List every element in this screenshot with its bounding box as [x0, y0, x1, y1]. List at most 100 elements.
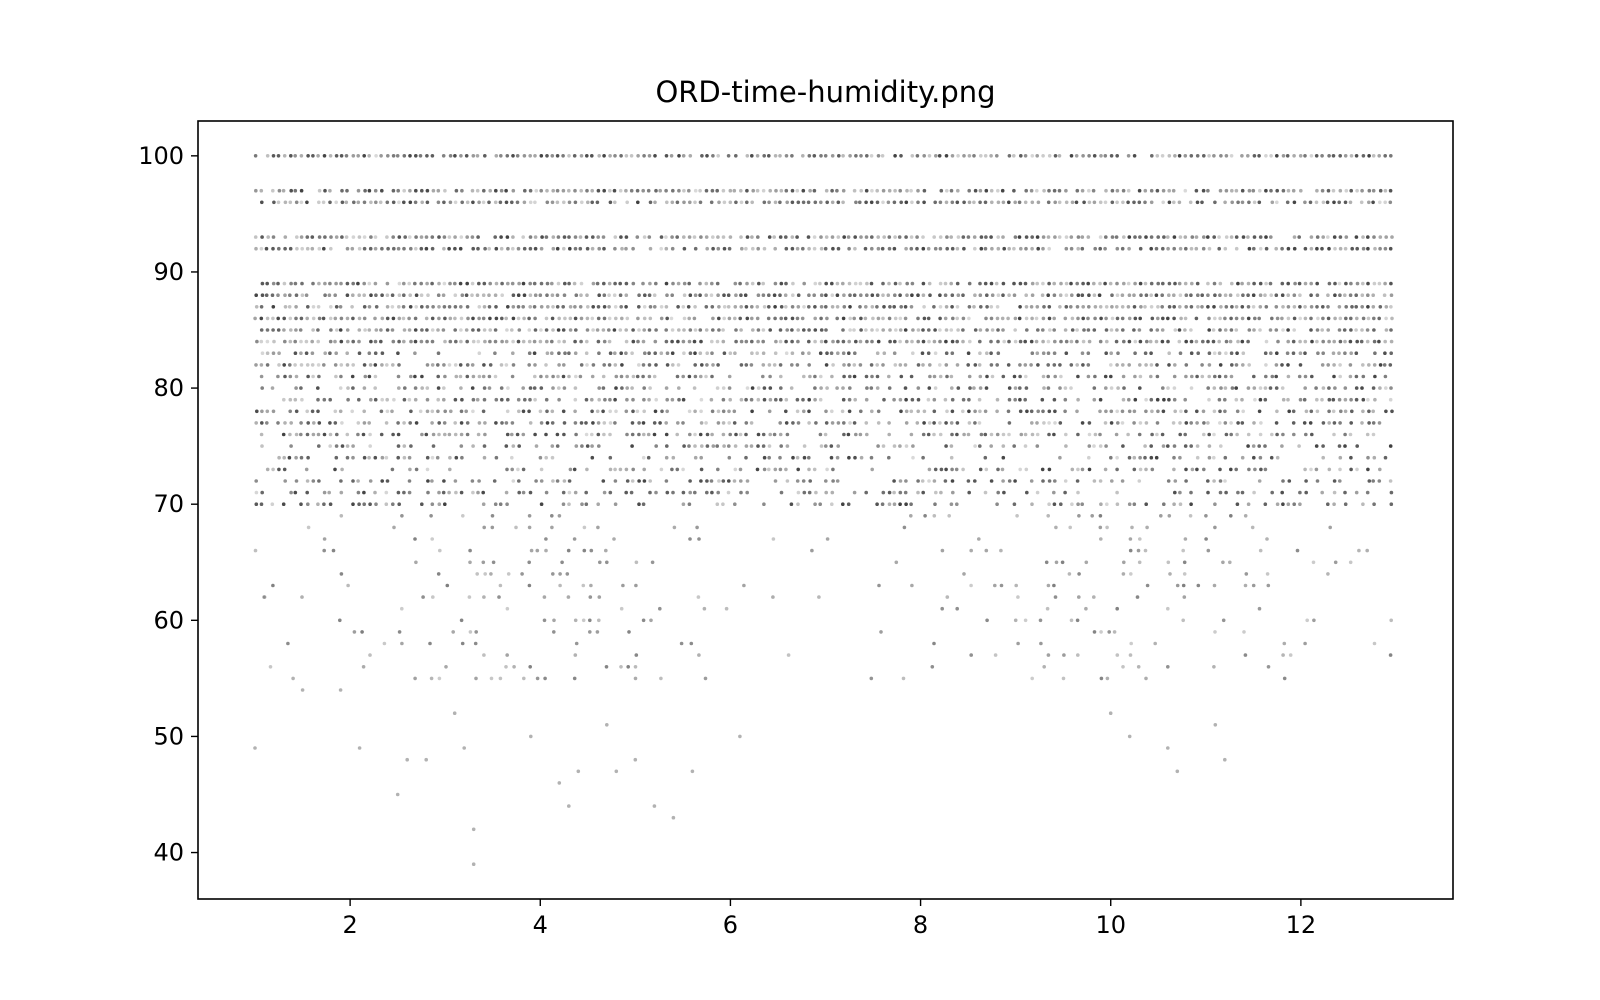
- data-point: [1264, 235, 1268, 239]
- data-point: [612, 537, 616, 541]
- data-point: [317, 200, 321, 205]
- data-point: [1281, 397, 1286, 402]
- data-point: [390, 328, 395, 332]
- data-point: [813, 374, 817, 379]
- data-point: [676, 421, 680, 425]
- data-point: [601, 328, 606, 332]
- data-point: [465, 200, 470, 205]
- data-point: [768, 386, 773, 390]
- data-point: [1265, 572, 1270, 576]
- data-point: [1116, 351, 1120, 356]
- data-point: [894, 560, 899, 565]
- data-point: [602, 188, 606, 193]
- data-point: [362, 305, 367, 309]
- data-point: [1115, 281, 1119, 286]
- data-point: [1202, 432, 1206, 437]
- data-point: [607, 316, 612, 321]
- data-point: [1291, 351, 1296, 356]
- data-point: [613, 154, 617, 158]
- data-point: [682, 188, 686, 193]
- data-point: [511, 188, 516, 193]
- data-point: [744, 339, 749, 344]
- data-point: [996, 246, 1001, 251]
- data-point: [477, 316, 481, 321]
- data-point: [436, 409, 440, 414]
- data-point: [636, 154, 640, 158]
- data-point: [779, 386, 783, 390]
- data-point: [698, 200, 703, 205]
- data-point: [1103, 467, 1108, 472]
- data-point: [637, 363, 641, 367]
- data-point: [1343, 397, 1348, 402]
- data-point: [749, 444, 754, 448]
- data-point: [1194, 339, 1199, 344]
- data-point: [1150, 467, 1155, 472]
- data-point: [1103, 154, 1108, 158]
- data-point: [293, 397, 298, 402]
- data-point: [876, 235, 880, 239]
- data-point: [1240, 455, 1245, 460]
- data-point: [328, 154, 333, 158]
- data-point: [1121, 188, 1126, 193]
- data-point: [1207, 328, 1211, 332]
- data-point: [1155, 432, 1159, 437]
- data-point: [664, 328, 668, 332]
- data-point: [289, 444, 293, 448]
- data-point: [546, 305, 550, 309]
- data-point: [630, 432, 635, 437]
- data-point: [1280, 363, 1284, 367]
- data-point: [1275, 502, 1280, 507]
- data-point: [939, 490, 943, 495]
- data-point: [956, 188, 960, 193]
- data-point: [561, 374, 566, 379]
- data-point: [1343, 432, 1347, 437]
- data-point: [430, 502, 435, 507]
- data-point: [835, 479, 840, 483]
- data-point: [978, 293, 983, 298]
- data-point: [995, 502, 999, 507]
- data-point: [335, 432, 339, 437]
- data-point: [1019, 154, 1023, 158]
- data-point: [368, 479, 373, 483]
- data-point: [1018, 363, 1022, 367]
- data-point: [1247, 467, 1251, 472]
- data-point: [253, 746, 257, 750]
- data-point: [1019, 432, 1024, 437]
- data-point: [311, 305, 316, 309]
- data-point: [637, 328, 641, 332]
- data-point: [505, 328, 509, 332]
- data-point: [984, 467, 989, 472]
- data-point: [573, 188, 577, 193]
- data-point: [317, 316, 322, 321]
- data-point: [955, 502, 959, 507]
- data-point: [1149, 444, 1153, 448]
- data-point: [802, 281, 806, 286]
- data-point: [669, 154, 674, 158]
- data-point: [1202, 467, 1206, 472]
- data-point: [1371, 188, 1376, 193]
- data-point: [950, 397, 955, 402]
- data-point: [966, 363, 970, 367]
- data-point: [966, 351, 971, 356]
- data-point: [996, 328, 1000, 332]
- data-point: [1332, 432, 1336, 437]
- data-point: [898, 188, 902, 193]
- data-point: [511, 363, 516, 367]
- data-point: [972, 154, 976, 158]
- data-point: [367, 455, 371, 460]
- data-point: [761, 188, 766, 193]
- data-point: [1389, 154, 1393, 158]
- data-point: [532, 351, 537, 356]
- data-point: [602, 490, 607, 495]
- data-point: [437, 490, 441, 495]
- data-point: [947, 514, 951, 518]
- data-point: [705, 246, 709, 251]
- data-point: [538, 339, 543, 344]
- data-point: [778, 363, 783, 367]
- data-point: [254, 246, 258, 251]
- data-point: [1223, 479, 1227, 483]
- data-point: [367, 421, 372, 425]
- data-point: [276, 316, 281, 321]
- data-point: [505, 606, 510, 611]
